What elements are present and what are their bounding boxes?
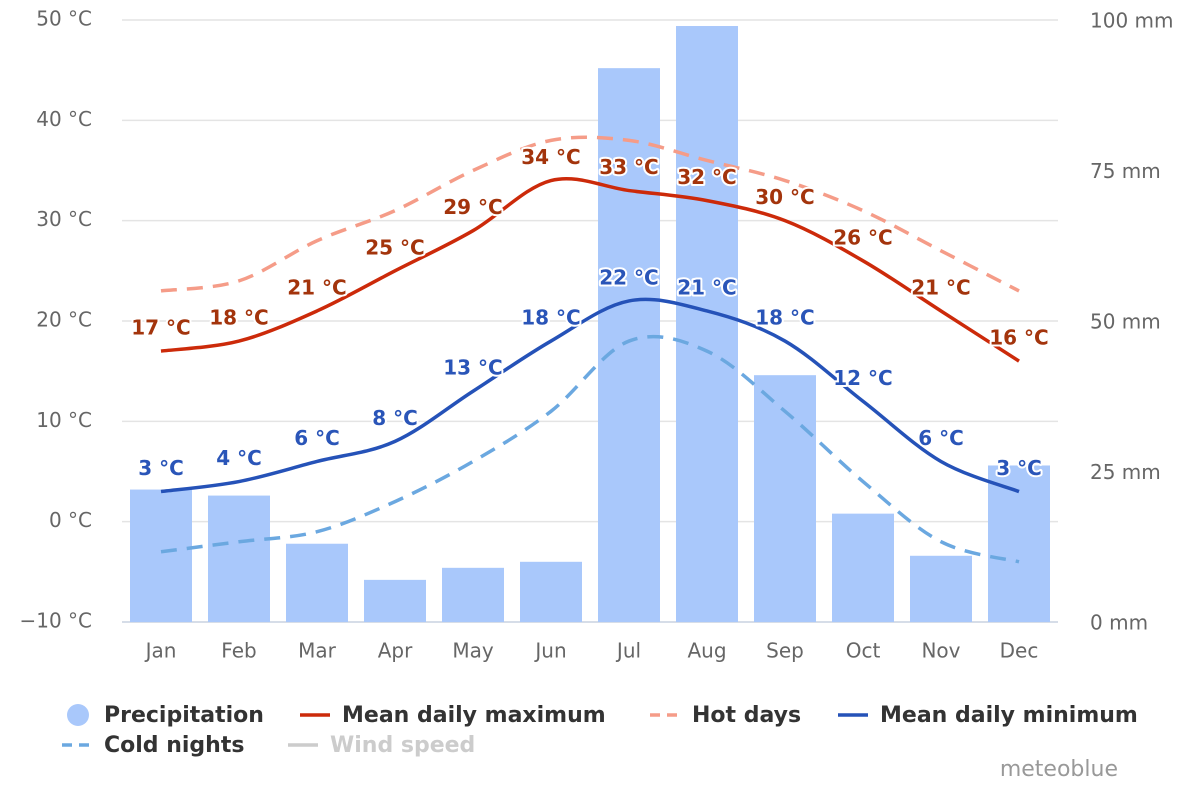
x-tick-label: May	[452, 639, 494, 663]
line	[160, 334, 1020, 564]
x-tick-label: Dec	[1000, 639, 1039, 663]
bar	[988, 465, 1050, 622]
x-tick-label: Jun	[533, 639, 566, 663]
legend-label[interactable]: Precipitation	[104, 703, 264, 728]
data-label: 12 °C	[833, 366, 892, 390]
data-label: 4 °C	[216, 446, 262, 470]
data-label: 32 °C	[677, 165, 736, 189]
data-label: 25 °C	[365, 235, 424, 259]
grid	[122, 19, 1058, 623]
y2-tick-label: 0 mm	[1090, 611, 1148, 635]
data-label: 21 °C	[287, 275, 346, 299]
y2-tick-label: 25 mm	[1090, 460, 1161, 484]
x-tick-label: Apr	[378, 639, 413, 663]
legend-label[interactable]: Hot days	[692, 703, 801, 728]
bar	[910, 555, 972, 622]
x-tick-label: Oct	[846, 639, 881, 663]
data-label: 26 °C	[833, 225, 892, 249]
x-tick-label: Mar	[298, 639, 337, 663]
line	[160, 297, 1020, 494]
data-label: 13 °C	[443, 356, 502, 380]
y2-tick-label: 100 mm	[1090, 9, 1174, 33]
bar	[832, 513, 894, 622]
legend-label[interactable]: Wind speed	[330, 733, 475, 758]
y-tick-label: 40 °C	[36, 107, 92, 131]
bar	[286, 543, 348, 622]
data-label: 30 °C	[755, 185, 814, 209]
data-label: 16 °C	[989, 326, 1048, 350]
bar	[442, 567, 504, 622]
labels: 17 °C 18 °C 21 °C 25 °C 29 °C 34 °C 33 °C 32 °C…	[129, 143, 1050, 482]
data-label: 33 °C	[599, 155, 658, 179]
y-tick-label: 50 °C	[36, 7, 92, 31]
legend-swatch	[67, 704, 89, 726]
data-label: 29 °C	[443, 195, 502, 219]
data-label: 34 °C	[521, 145, 580, 169]
bar	[364, 579, 426, 622]
data-label: 17 °C	[131, 316, 190, 340]
bar	[598, 68, 660, 622]
data-label: 3 °C	[996, 456, 1042, 480]
legend-label[interactable]: Cold nights	[104, 733, 244, 758]
legend-label[interactable]: Mean daily minimum	[880, 703, 1138, 728]
legend-label[interactable]: Mean daily maximum	[342, 703, 606, 728]
y-tick-label: 10 °C	[36, 408, 92, 432]
x-tick-label: Aug	[687, 639, 726, 663]
bars	[130, 26, 1050, 622]
bar	[754, 375, 816, 622]
bar	[130, 489, 192, 622]
x-tick-label: Sep	[766, 639, 804, 663]
bar	[520, 561, 582, 622]
data-label: 21 °C	[677, 275, 736, 299]
bar	[676, 26, 738, 622]
data-label: 18 °C	[209, 306, 268, 330]
credit: meteoblue	[1000, 757, 1118, 782]
bar	[208, 495, 270, 622]
line	[160, 135, 1020, 293]
data-label: 18 °C	[521, 306, 580, 330]
line	[160, 176, 1020, 363]
data-label: 6 °C	[918, 426, 964, 450]
y-tick-label: 30 °C	[36, 207, 92, 231]
data-label: 6 °C	[294, 426, 340, 450]
x-tick-label: Feb	[221, 639, 256, 663]
y-tick-label: 0 °C	[49, 508, 92, 532]
y-tick-label: −10 °C	[19, 609, 92, 633]
data-label: 18 °C	[755, 306, 814, 330]
y2-tick-label: 50 mm	[1090, 310, 1161, 334]
x-tick-label: Nov	[921, 639, 960, 663]
x-tick-label: Jan	[144, 639, 177, 663]
y-tick-label: 20 °C	[36, 308, 92, 332]
data-label: 3 °C	[138, 456, 184, 480]
data-label: 22 °C	[599, 265, 658, 289]
lines	[160, 135, 1020, 564]
data-label: 8 °C	[372, 406, 418, 430]
x-tick-label: Jul	[615, 639, 641, 663]
data-label: 21 °C	[911, 275, 970, 299]
y2-tick-label: 75 mm	[1090, 159, 1161, 183]
